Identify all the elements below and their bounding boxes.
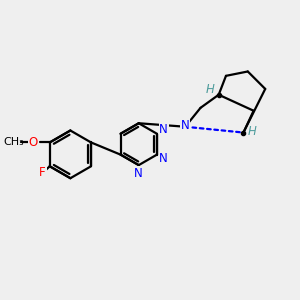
Text: N: N [134, 167, 143, 180]
Text: O: O [29, 136, 38, 149]
Text: F: F [39, 166, 46, 179]
Text: H: H [206, 83, 215, 96]
Text: N: N [181, 119, 190, 132]
Text: N: N [159, 123, 168, 136]
Text: N: N [159, 152, 168, 165]
Text: H: H [248, 124, 256, 138]
Text: CH₃: CH₃ [4, 137, 24, 147]
